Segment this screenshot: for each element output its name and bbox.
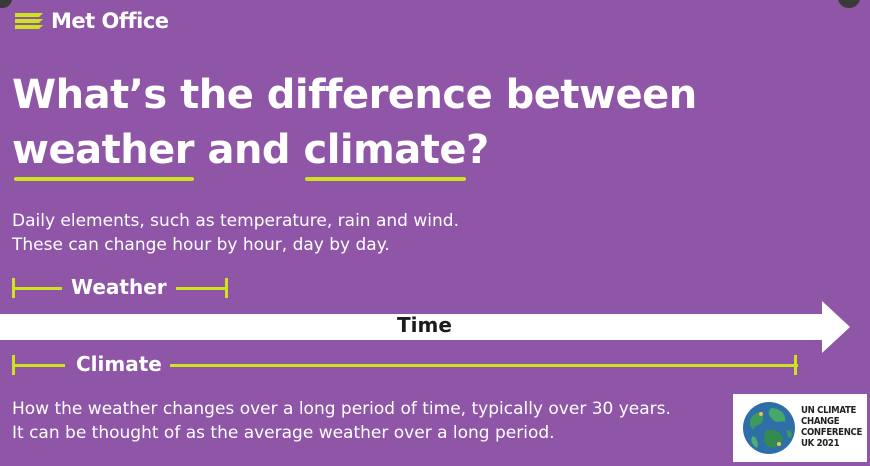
corner-button-left[interactable] — [0, 0, 12, 8]
corner-button-right[interactable] — [838, 0, 860, 8]
title-line-1: What’s the difference between — [12, 72, 697, 118]
weather-description: Daily elements, such as temperature, rai… — [12, 209, 459, 257]
climate-description-line-2: It can be thought of as the average weat… — [12, 423, 555, 443]
met-office-logo-icon — [15, 13, 43, 29]
met-office-logo: Met Office — [13, 9, 169, 33]
title-line-2: weather and climate? — [12, 123, 697, 181]
weather-description-line-1: Daily elements, such as temperature, rai… — [12, 211, 459, 231]
brand-name: Met Office — [51, 9, 169, 33]
climate-scale: Climate — [12, 352, 798, 376]
weather-scale-line-right — [176, 286, 228, 290]
time-arrow — [0, 301, 850, 353]
climate-scale-line-right — [170, 363, 798, 367]
weather-label: Weather — [71, 275, 167, 299]
climate-scale-line-left — [12, 363, 65, 367]
title-question-mark: ? — [466, 127, 489, 173]
weather-description-line-2: These can change hour by hour, day by da… — [12, 235, 390, 255]
cop26-text-line-3: CONFERENCE — [801, 427, 863, 438]
title-word-climate: climate — [303, 123, 467, 181]
weather-scale-end-tick — [225, 278, 228, 298]
cop26-text: UN CLIMATE CHANGE CONFERENCE UK 2021 — [801, 405, 862, 449]
weather-scale: Weather — [12, 275, 228, 299]
climate-description-line-1: How the weather changes over a long peri… — [12, 399, 671, 419]
climate-scale-end-tick — [794, 355, 797, 375]
time-label: Time — [397, 313, 452, 337]
cop26-text-line-2: CHANGE — [801, 416, 840, 427]
climate-label: Climate — [76, 352, 162, 376]
globe-icon — [743, 402, 795, 454]
title-word-weather: weather — [12, 123, 195, 181]
cop26-text-line-4: UK 2021 — [801, 438, 840, 449]
cop26-logo: UN CLIMATE CHANGE CONFERENCE UK 2021 — [733, 394, 867, 462]
climate-description: How the weather changes over a long peri… — [12, 397, 671, 445]
weather-scale-line-left — [12, 286, 62, 290]
title-word-and: and — [194, 127, 304, 173]
page-title: What’s the difference between weather an… — [12, 68, 697, 181]
cop26-text-line-1: UN CLIMATE — [801, 405, 857, 416]
